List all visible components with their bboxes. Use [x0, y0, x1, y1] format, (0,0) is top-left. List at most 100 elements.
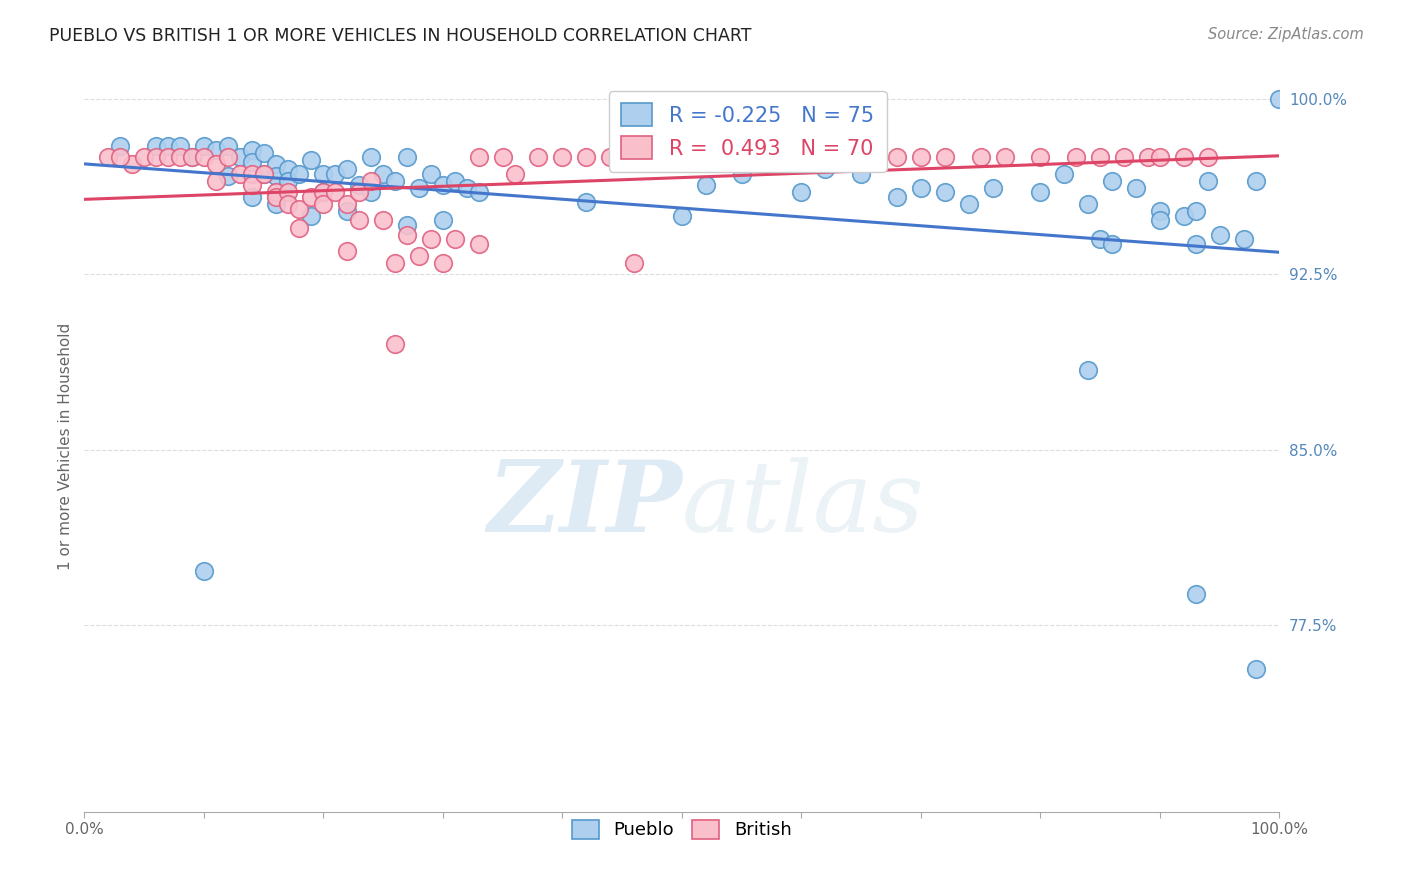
- Point: [373, 167, 395, 181]
- Point: [373, 213, 395, 227]
- Point: [731, 150, 754, 164]
- Point: [145, 150, 167, 164]
- Point: [349, 213, 371, 227]
- Point: [551, 150, 574, 164]
- Point: [1185, 204, 1208, 219]
- Point: [492, 150, 515, 164]
- Point: [229, 150, 252, 164]
- Point: [408, 248, 430, 262]
- Point: [264, 190, 287, 204]
- Point: [240, 155, 263, 169]
- Point: [599, 150, 621, 164]
- Point: [910, 181, 932, 195]
- Point: [814, 162, 837, 177]
- Point: [349, 178, 371, 193]
- Point: [981, 181, 1004, 195]
- Point: [1077, 197, 1099, 211]
- Point: [277, 174, 299, 188]
- Point: [886, 190, 908, 204]
- Point: [575, 194, 598, 209]
- Point: [1185, 236, 1208, 251]
- Point: [1233, 232, 1256, 246]
- Y-axis label: 1 or more Vehicles in Household: 1 or more Vehicles in Household: [58, 322, 73, 570]
- Point: [325, 167, 347, 181]
- Point: [217, 138, 239, 153]
- Point: [97, 150, 120, 164]
- Text: Source: ZipAtlas.com: Source: ZipAtlas.com: [1208, 27, 1364, 42]
- Point: [240, 178, 263, 193]
- Point: [1149, 204, 1171, 219]
- Point: [1244, 662, 1267, 676]
- Point: [503, 167, 526, 181]
- Point: [1209, 227, 1232, 242]
- Point: [205, 144, 228, 158]
- Point: [910, 150, 932, 164]
- Point: [695, 150, 717, 164]
- Point: [217, 169, 239, 183]
- Point: [1029, 150, 1052, 164]
- Point: [396, 227, 419, 242]
- Point: [468, 150, 491, 164]
- Point: [193, 564, 215, 578]
- Point: [994, 150, 1017, 164]
- Point: [851, 150, 873, 164]
- Point: [169, 150, 191, 164]
- Point: [240, 144, 263, 158]
- Point: [396, 150, 419, 164]
- Point: [432, 178, 454, 193]
- Point: [193, 138, 215, 153]
- Point: [1268, 92, 1291, 106]
- Point: [1101, 174, 1123, 188]
- Point: [240, 167, 263, 181]
- Point: [312, 167, 335, 181]
- Point: [336, 162, 359, 177]
- Point: [1197, 174, 1219, 188]
- Point: [432, 255, 454, 269]
- Point: [1101, 236, 1123, 251]
- Point: [384, 255, 406, 269]
- Point: [145, 138, 167, 153]
- Point: [970, 150, 993, 164]
- Point: [1173, 209, 1195, 223]
- Point: [253, 167, 276, 181]
- Point: [1114, 150, 1136, 164]
- Point: [277, 162, 299, 177]
- Point: [264, 169, 287, 183]
- Point: [312, 197, 335, 211]
- Point: [229, 167, 252, 181]
- Point: [623, 255, 645, 269]
- Point: [205, 174, 228, 188]
- Point: [157, 138, 180, 153]
- Point: [240, 190, 263, 204]
- Point: [181, 150, 204, 164]
- Point: [468, 236, 491, 251]
- Point: [132, 150, 156, 164]
- Text: PUEBLO VS BRITISH 1 OR MORE VEHICLES IN HOUSEHOLD CORRELATION CHART: PUEBLO VS BRITISH 1 OR MORE VEHICLES IN …: [49, 27, 752, 45]
- Point: [301, 190, 323, 204]
- Text: ZIP: ZIP: [486, 457, 682, 553]
- Point: [384, 337, 406, 351]
- Point: [217, 150, 239, 164]
- Point: [1149, 213, 1171, 227]
- Point: [790, 186, 813, 200]
- Point: [1125, 181, 1147, 195]
- Point: [264, 157, 287, 171]
- Point: [396, 218, 419, 232]
- Point: [253, 145, 276, 160]
- Point: [444, 174, 467, 188]
- Point: [647, 150, 669, 164]
- Point: [288, 202, 311, 216]
- Point: [121, 157, 143, 171]
- Point: [360, 150, 382, 164]
- Point: [1053, 167, 1076, 181]
- Point: [1244, 174, 1267, 188]
- Point: [169, 138, 191, 153]
- Point: [301, 209, 323, 223]
- Point: [456, 181, 478, 195]
- Point: [420, 232, 443, 246]
- Point: [1173, 150, 1195, 164]
- Point: [527, 150, 550, 164]
- Point: [790, 150, 813, 164]
- Point: [575, 150, 598, 164]
- Point: [1090, 150, 1112, 164]
